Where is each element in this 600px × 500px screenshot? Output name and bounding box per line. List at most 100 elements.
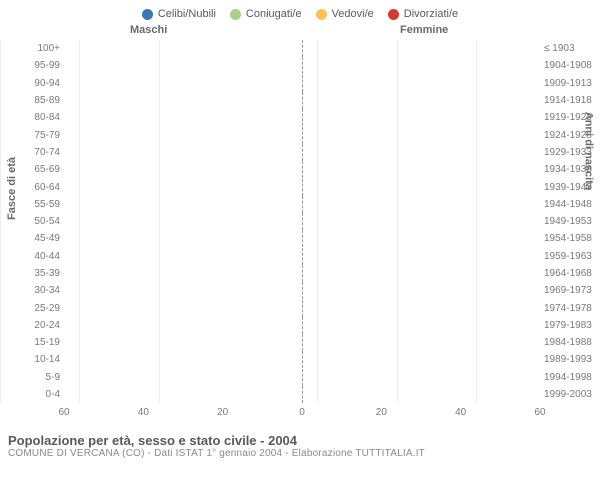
legend-item: Vedovi/e: [316, 8, 374, 20]
age-label: 80-84: [24, 112, 60, 123]
birth-year-label: 1954-1958: [544, 233, 600, 244]
pyramid-row: 10-141989-1993: [64, 351, 540, 368]
bar-group: [64, 198, 540, 211]
pyramid-row: 35-391964-1968: [64, 265, 540, 282]
pyramid-row: 75-791924-1928: [64, 126, 540, 143]
pyramid-row: 15-191984-1988: [64, 334, 540, 351]
birth-year-label: ≤ 1903: [544, 43, 600, 54]
legend-label: Vedovi/e: [332, 8, 374, 20]
birth-year-label: 1939-1943: [544, 182, 600, 193]
age-label: 35-39: [24, 268, 60, 279]
y-axis-label-left: Fasce di età: [6, 157, 18, 220]
birth-year-label: 1979-1983: [544, 320, 600, 331]
birth-year-label: 1924-1928: [544, 130, 600, 141]
birth-year-label: 1999-2003: [544, 389, 600, 400]
pyramid-row: 70-741929-1933: [64, 144, 540, 161]
age-label: 70-74: [24, 147, 60, 158]
pyramid-row: 80-841919-1923: [64, 109, 540, 126]
bar-group: [64, 181, 540, 194]
bar-group: [64, 94, 540, 107]
header-male: Maschi: [130, 24, 167, 36]
bar-group: [64, 163, 540, 176]
header-female: Femmine: [400, 24, 448, 36]
x-tick: 40: [138, 407, 149, 418]
bar-group: [64, 232, 540, 245]
x-tick: 20: [376, 407, 387, 418]
bar-group: [64, 336, 540, 349]
age-label: 60-64: [24, 182, 60, 193]
legend-item: Divorziati/e: [388, 8, 458, 20]
footer: Popolazione per età, sesso e stato civil…: [0, 429, 600, 459]
bar-group: [64, 250, 540, 263]
birth-year-label: 1969-1973: [544, 285, 600, 296]
bar-group: [64, 215, 540, 228]
birth-year-label: 1994-1998: [544, 372, 600, 383]
gender-headers: Maschi Femmine: [0, 24, 600, 40]
pyramid-row: 5-91994-1998: [64, 369, 540, 386]
chart-area: Fasce di età Anni di nascita 100+≤ 19039…: [0, 40, 600, 403]
age-label: 55-59: [24, 199, 60, 210]
x-tick: 0: [299, 407, 305, 418]
legend-swatch: [230, 9, 241, 20]
age-label: 20-24: [24, 320, 60, 331]
birth-year-label: 1919-1923: [544, 112, 600, 123]
bar-group: [64, 146, 540, 159]
age-label: 90-94: [24, 78, 60, 89]
age-label: 100+: [24, 43, 60, 54]
pyramid-row: 50-541949-1953: [64, 213, 540, 230]
birth-year-label: 1929-1933: [544, 147, 600, 158]
age-label: 30-34: [24, 285, 60, 296]
x-tick: 60: [534, 407, 545, 418]
bar-group: [64, 284, 540, 297]
birth-year-label: 1914-1918: [544, 95, 600, 106]
x-axis: 6040200204060: [64, 405, 540, 429]
pyramid-row: 100+≤ 1903: [64, 40, 540, 57]
birth-year-label: 1909-1913: [544, 78, 600, 89]
bar-group: [64, 388, 540, 401]
age-label: 25-29: [24, 303, 60, 314]
pyramid-row: 20-241979-1983: [64, 317, 540, 334]
age-label: 0-4: [24, 389, 60, 400]
bar-group: [64, 42, 540, 55]
bar-group: [64, 59, 540, 72]
pyramid-row: 65-691934-1938: [64, 161, 540, 178]
birth-year-label: 1904-1908: [544, 60, 600, 71]
age-label: 10-14: [24, 354, 60, 365]
pyramid-row: 85-891914-1918: [64, 92, 540, 109]
legend-label: Celibi/Nubili: [158, 8, 216, 20]
pyramid-row: 0-41999-2003: [64, 386, 540, 403]
legend-label: Divorziati/e: [404, 8, 458, 20]
bar-group: [64, 353, 540, 366]
pyramid-row: 25-291974-1978: [64, 299, 540, 316]
birth-year-label: 1949-1953: [544, 216, 600, 227]
legend-label: Coniugati/e: [246, 8, 302, 20]
age-label: 50-54: [24, 216, 60, 227]
age-label: 75-79: [24, 130, 60, 141]
birth-year-label: 1934-1938: [544, 164, 600, 175]
pyramid-row: 60-641939-1943: [64, 178, 540, 195]
legend-swatch: [316, 9, 327, 20]
legend-swatch: [142, 9, 153, 20]
pyramid-row: 55-591944-1948: [64, 196, 540, 213]
age-label: 5-9: [24, 372, 60, 383]
age-label: 85-89: [24, 95, 60, 106]
birth-year-label: 1989-1993: [544, 354, 600, 365]
legend-swatch: [388, 9, 399, 20]
age-label: 45-49: [24, 233, 60, 244]
x-tick: 60: [58, 407, 69, 418]
birth-year-label: 1984-1988: [544, 337, 600, 348]
age-label: 40-44: [24, 251, 60, 262]
legend: Celibi/Nubili Coniugati/e Vedovi/e Divorzia…: [0, 0, 600, 24]
age-label: 95-99: [24, 60, 60, 71]
bar-group: [64, 77, 540, 90]
birth-year-label: 1974-1978: [544, 303, 600, 314]
birth-year-label: 1964-1968: [544, 268, 600, 279]
pyramid-row: 45-491954-1958: [64, 230, 540, 247]
bar-group: [64, 319, 540, 332]
bar-group: [64, 302, 540, 315]
x-tick: 20: [217, 407, 228, 418]
x-tick: 40: [455, 407, 466, 418]
footer-subtitle: COMUNE DI VERCANA (CO) - Dati ISTAT 1° g…: [8, 448, 592, 459]
bar-group: [64, 267, 540, 280]
bar-group: [64, 129, 540, 142]
